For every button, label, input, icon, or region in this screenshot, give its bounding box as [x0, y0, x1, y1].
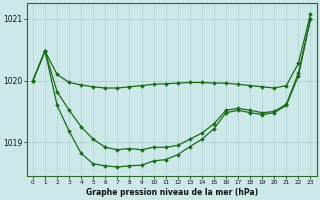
X-axis label: Graphe pression niveau de la mer (hPa): Graphe pression niveau de la mer (hPa)	[86, 188, 258, 197]
